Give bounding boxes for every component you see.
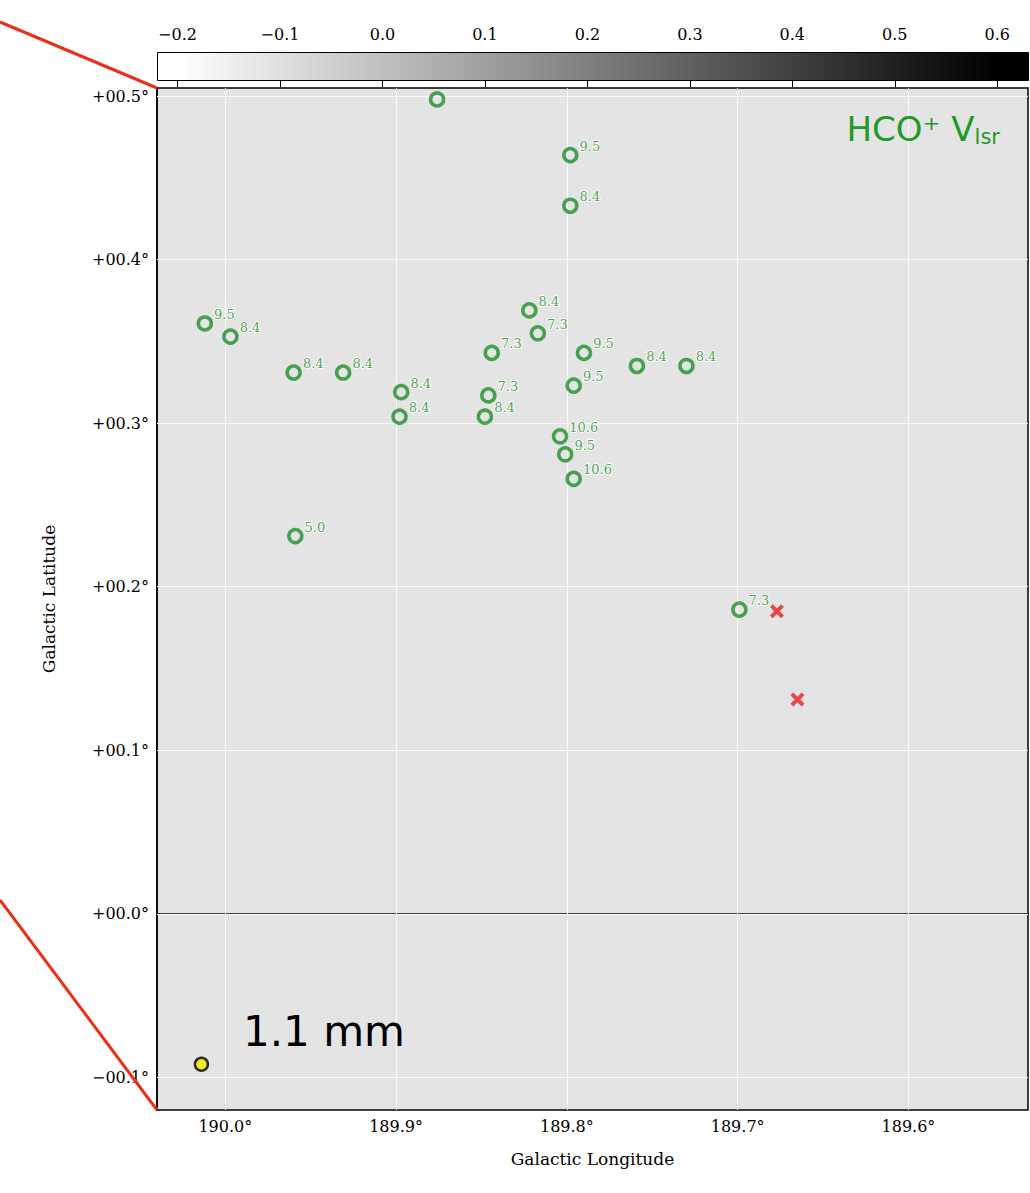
svg-text:9.5: 9.5 xyxy=(593,336,614,351)
svg-text:0.6: 0.6 xyxy=(985,25,1010,44)
svg-text:0.5: 0.5 xyxy=(882,25,907,44)
svg-text:8.4: 8.4 xyxy=(409,400,430,415)
svg-text:HCO⁺ V: HCO⁺ V xyxy=(847,109,975,149)
svg-text:+00.5°: +00.5° xyxy=(92,87,149,106)
svg-text:7.3: 7.3 xyxy=(749,593,770,608)
svg-text:+00.0°: +00.0° xyxy=(92,904,149,923)
svg-text:7.3: 7.3 xyxy=(501,336,522,351)
svg-text:+00.1°: +00.1° xyxy=(92,741,149,760)
svg-text:−00.1°: −00.1° xyxy=(92,1068,149,1087)
svg-text:+00.3°: +00.3° xyxy=(92,414,149,433)
svg-text:8.4: 8.4 xyxy=(494,400,515,415)
svg-text:+00.2°: +00.2° xyxy=(92,577,149,596)
svg-text:8.4: 8.4 xyxy=(303,356,324,371)
svg-text:190.0°: 190.0° xyxy=(198,1117,252,1136)
svg-text:8.4: 8.4 xyxy=(646,349,667,364)
svg-text:0.2: 0.2 xyxy=(575,25,600,44)
svg-text:9.5: 9.5 xyxy=(580,139,601,154)
svg-text:Galactic Latitude: Galactic Latitude xyxy=(39,525,59,673)
svg-text:189.9°: 189.9° xyxy=(369,1117,423,1136)
svg-text:8.4: 8.4 xyxy=(696,349,717,364)
svg-text:8.4: 8.4 xyxy=(580,189,601,204)
svg-text:−0.2: −0.2 xyxy=(158,25,197,44)
svg-text:9.5: 9.5 xyxy=(214,307,235,322)
svg-text:8.4: 8.4 xyxy=(240,320,261,335)
svg-text:1.1 mm: 1.1 mm xyxy=(243,1007,405,1056)
svg-text:8.4: 8.4 xyxy=(352,356,373,371)
svg-text:0.0: 0.0 xyxy=(370,25,395,44)
svg-text:8.4: 8.4 xyxy=(410,376,431,391)
svg-text:10.6: 10.6 xyxy=(569,420,598,435)
svg-text:0.3: 0.3 xyxy=(677,25,702,44)
svg-text:189.8°: 189.8° xyxy=(540,1117,594,1136)
svg-text:9.5: 9.5 xyxy=(583,369,604,384)
svg-text:−0.1: −0.1 xyxy=(261,25,300,44)
svg-text:lsr: lsr xyxy=(975,125,1001,149)
svg-text:189.7°: 189.7° xyxy=(711,1117,765,1136)
svg-text:5.0: 5.0 xyxy=(305,520,326,535)
svg-text:8.4: 8.4 xyxy=(539,294,560,309)
svg-text:Galactic Longitude: Galactic Longitude xyxy=(511,1149,675,1169)
svg-text:189.6°: 189.6° xyxy=(882,1117,936,1136)
svg-text:10.6: 10.6 xyxy=(583,462,612,477)
svg-text:0.1: 0.1 xyxy=(472,25,497,44)
svg-text:+00.4°: +00.4° xyxy=(92,250,149,269)
svg-text:9.5: 9.5 xyxy=(574,438,595,453)
svg-text:7.3: 7.3 xyxy=(498,379,519,394)
svg-text:0.4: 0.4 xyxy=(780,25,805,44)
svg-text:7.3: 7.3 xyxy=(547,317,568,332)
